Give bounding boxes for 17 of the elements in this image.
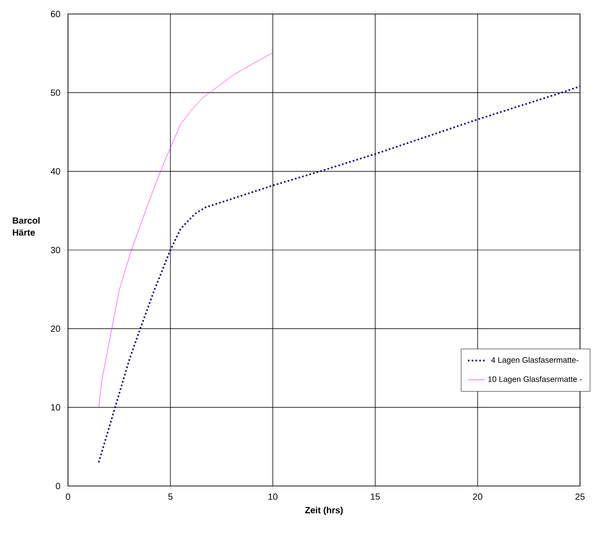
line-series: [98, 86, 580, 464]
x-tick-label: 0: [66, 494, 70, 500]
line-series: [98, 52, 273, 408]
y-tick-label: 0: [56, 482, 60, 490]
x-tick-label: 5: [168, 494, 173, 500]
x-tick-label: 20: [473, 494, 482, 500]
y-tick-label: 50: [50, 89, 60, 96]
y-tick-label: 30: [50, 246, 60, 254]
y-tick-label: 40: [50, 168, 60, 175]
x-tick-label: 15: [370, 494, 380, 500]
y-tick-label: 60: [50, 10, 60, 18]
x-tick-label: 10: [268, 494, 278, 500]
x-tick-label: 25: [575, 494, 585, 500]
y-axis-title: Barcol Härte: [12, 217, 40, 236]
x-axis-title: Zeit (hrs): [305, 506, 343, 516]
y-tick-label: 20: [50, 325, 60, 332]
y-tick-label: 10: [51, 404, 60, 411]
